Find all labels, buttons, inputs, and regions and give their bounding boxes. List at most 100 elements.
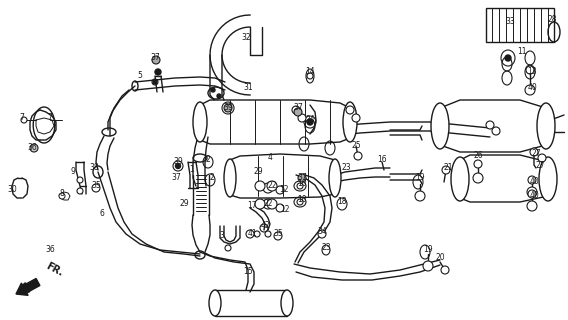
Circle shape [265,231,271,237]
Circle shape [294,108,302,116]
Circle shape [415,191,425,201]
Circle shape [307,119,313,125]
Text: 31: 31 [243,84,253,92]
Ellipse shape [281,290,293,316]
Circle shape [441,266,449,274]
Circle shape [297,199,303,205]
Ellipse shape [451,157,469,201]
Text: 18: 18 [337,197,346,206]
Text: 15: 15 [243,268,253,276]
Text: 37: 37 [293,103,303,113]
Text: 32: 32 [241,34,251,43]
Text: 20: 20 [435,253,445,262]
Bar [486,8,554,42]
Circle shape [267,199,277,209]
Circle shape [292,106,300,114]
Circle shape [442,166,450,174]
Text: 40: 40 [529,190,539,199]
Text: 4: 4 [268,154,273,163]
Text: 2: 2 [206,156,210,164]
Text: 40: 40 [529,178,539,187]
Circle shape [246,230,254,238]
Circle shape [92,184,100,192]
Circle shape [254,231,260,237]
Circle shape [538,154,546,162]
Circle shape [267,181,277,191]
Bar [215,290,287,316]
Text: 11: 11 [517,47,527,57]
Text: 41: 41 [247,229,257,238]
Text: 14: 14 [305,68,315,76]
Circle shape [530,148,538,156]
Ellipse shape [329,159,341,197]
Text: 33: 33 [505,18,515,27]
Circle shape [346,106,354,114]
Ellipse shape [343,102,357,142]
Text: 7: 7 [19,114,24,123]
Circle shape [217,94,221,98]
Text: 7: 7 [48,114,52,123]
Circle shape [423,261,433,271]
Circle shape [155,69,161,75]
Text: 23: 23 [341,164,351,172]
Ellipse shape [209,290,221,316]
Circle shape [525,85,535,95]
Ellipse shape [193,102,207,142]
Text: 22: 22 [268,181,277,190]
Circle shape [307,73,313,79]
FancyArrow shape [16,278,40,295]
Circle shape [528,176,536,184]
Circle shape [211,88,215,92]
Circle shape [77,188,83,194]
Text: 3: 3 [220,230,224,239]
Circle shape [225,105,231,111]
Text: 27: 27 [531,148,541,157]
Text: 23: 23 [321,244,331,252]
Text: 39: 39 [223,103,233,113]
Text: 1: 1 [190,165,194,174]
Text: FR.: FR. [44,261,65,278]
Circle shape [474,160,482,168]
Text: 12: 12 [280,205,290,214]
Circle shape [527,187,537,197]
Text: 16: 16 [377,156,387,164]
Text: 10: 10 [297,180,307,188]
Ellipse shape [539,157,557,201]
Circle shape [77,177,83,183]
Text: 24: 24 [305,116,315,124]
Circle shape [152,56,160,64]
Text: 9: 9 [70,167,76,177]
Text: 34: 34 [317,228,327,236]
Text: 13: 13 [527,68,537,76]
Circle shape [505,55,511,61]
Ellipse shape [431,103,449,149]
Circle shape [297,183,303,189]
Text: 30: 30 [7,186,17,195]
Text: 40: 40 [527,83,537,92]
Circle shape [298,114,306,122]
Text: 28: 28 [547,15,557,25]
Circle shape [274,232,282,240]
Circle shape [473,173,483,183]
Text: 29: 29 [253,167,263,177]
Text: 17: 17 [247,202,257,211]
Text: 37: 37 [171,173,181,182]
Text: 6: 6 [99,210,105,219]
Text: 38: 38 [89,164,99,172]
Circle shape [255,199,265,209]
Text: 12: 12 [279,186,289,195]
Circle shape [176,164,181,169]
Circle shape [59,193,65,199]
Text: 42: 42 [260,221,270,230]
Text: 5: 5 [137,70,143,79]
Ellipse shape [224,159,236,197]
Text: 2: 2 [210,173,214,182]
Text: 29: 29 [179,199,189,209]
Circle shape [21,117,27,123]
Text: 21: 21 [443,164,453,172]
Circle shape [255,181,265,191]
Text: 26: 26 [473,150,483,159]
Circle shape [527,201,537,211]
Text: 10: 10 [297,196,307,204]
Circle shape [526,66,534,74]
